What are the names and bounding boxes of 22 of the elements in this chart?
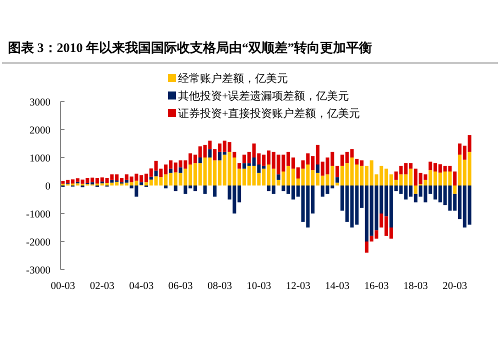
x-tick-label: 14-03 [325, 281, 350, 292]
x-tick-label: 06-03 [168, 281, 193, 292]
x-tick-label: 00-03 [50, 281, 76, 292]
y-tick-label: -3000 [26, 266, 50, 276]
x-tick-label: 18-03 [403, 281, 428, 292]
x-tick-label: 16-03 [364, 281, 389, 292]
y-tick-label: 2000 [30, 126, 50, 136]
y-tick-label: -2000 [26, 238, 50, 248]
x-tick-label: 02-03 [90, 281, 114, 292]
y-tick-label: 3000 [30, 98, 50, 108]
legend-label: 其他投资+误差遗漏项差额，亿美元 [178, 90, 350, 102]
x-tick-label: 20-03 [442, 281, 468, 292]
legend-label: 经常账户差额，亿美元 [178, 72, 288, 85]
legend-label: 证券投资+直接投资账户差额，亿美元 [178, 107, 360, 120]
y-tick-label: -1000 [26, 210, 50, 220]
y-tick-label: 0 [45, 182, 50, 192]
chart-title: 图表 3：2010 年以来我国国际收支格局由“双顺差”转向更加平衡 [8, 40, 372, 55]
y-tick-label: 1000 [30, 154, 50, 164]
x-tick-label: 10-03 [246, 281, 272, 292]
x-tick-label: 04-03 [129, 281, 154, 292]
x-tick-label: 08-03 [207, 281, 232, 292]
x-tick-label: 12-03 [286, 281, 310, 292]
